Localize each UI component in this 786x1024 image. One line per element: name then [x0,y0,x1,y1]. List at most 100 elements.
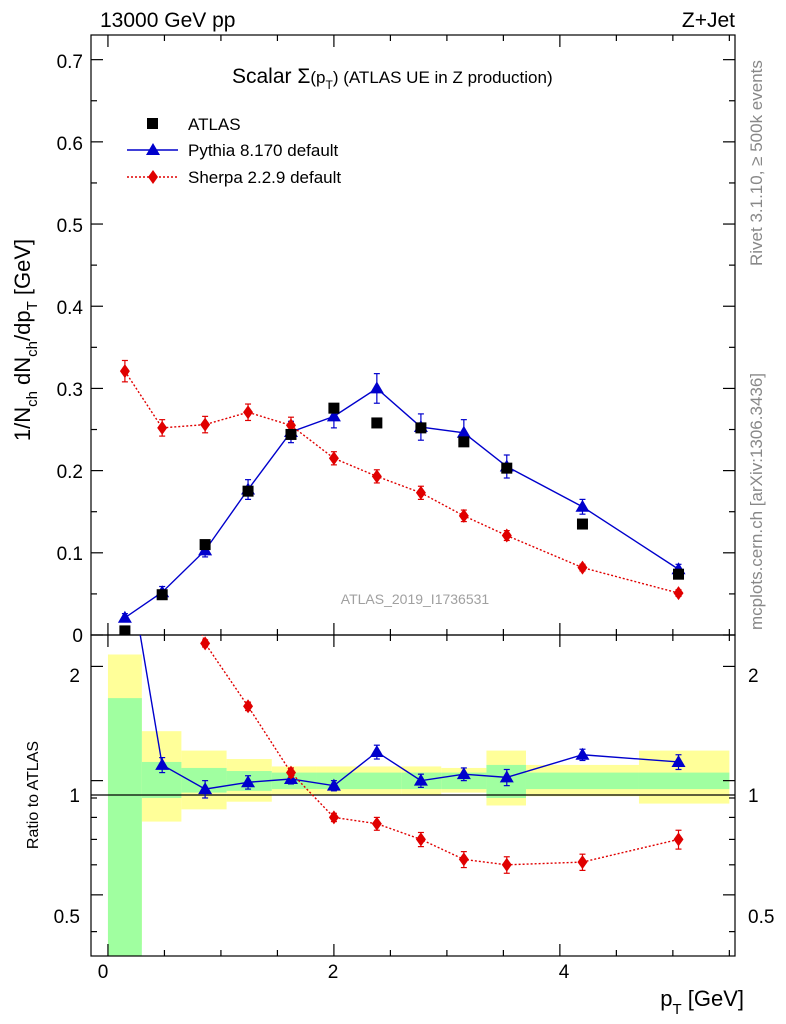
pythia-ratio-point [499,770,514,783]
main-y-tick-label: 0.7 [57,52,83,73]
pythia-ratio-point [413,773,428,786]
pythia-line [124,387,679,619]
main-y-tick-label: 0.4 [57,298,84,319]
x-axis-title: pT [GeV] [660,986,744,1018]
sherpa-ratio-point [243,699,254,714]
main-y-tick-label: 0.1 [57,544,83,565]
x-tick-label: 4 [559,962,570,983]
ratio-y-tick-label: 0.5 [54,907,80,928]
sherpa-point [371,469,382,484]
pythia-point [575,499,590,512]
sherpa-point [243,405,254,420]
ratio-y-tick-labels: 0.5 1 2 0.5 1 2 [54,666,775,928]
sherpa-point [673,586,684,601]
x-tick-label: 0 [98,962,109,983]
legend-sherpa-marker [148,170,158,184]
sherpa-ratio-point [501,857,512,872]
legend-pythia-label: Pythia 8.170 default [188,141,339,160]
ratio-plot-data [118,99,686,874]
sherpa-ratio-point [673,832,684,847]
sherpa-point [157,420,168,435]
sherpa-ratio-point [200,636,211,651]
atlas-point [199,539,211,551]
sherpa-point [415,485,426,500]
pythia-ratio-line [139,635,679,790]
sherpa-point [200,417,211,432]
band-inner-bin [638,772,730,790]
analysis-tag: ATLAS_2019_I1736531 [341,591,490,607]
main-plot-title: Scalar Σ(pT) (ATLAS UE in Z production) [232,65,553,92]
main-y-tick-labels: 0 0.1 0.2 0.3 0.4 0.5 0.6 0.7 [57,52,84,647]
main-y-tick-label: 0.3 [57,380,83,401]
pythia-point [117,610,132,623]
pythia-ratio-point [575,747,590,760]
main-y-tick-label: 0.2 [57,462,83,483]
sherpa-point [501,528,512,543]
atlas-point [156,589,168,601]
sherpa-ratio-point [285,765,296,780]
band-inner-bin [525,772,639,790]
sherpa-point [328,451,339,466]
legend-atlas-marker [147,118,158,129]
ratio-y-tick-label-right: 2 [748,666,759,687]
x-axis-title-sub: T [672,1001,681,1018]
sherpa-ratio-point [328,810,339,825]
ratio-y-tick-label-right: 1 [748,786,759,807]
ratio-y-tick-label: 1 [69,786,80,807]
legend: ATLAS Pythia 8.170 default Sherpa 2.2.9 … [127,115,341,187]
main-y-axis-title: 1/Nch dNch/dpT [GeV] [10,239,41,441]
rivet-label: Rivet 3.1.10, ≥ 500k events [747,60,766,266]
pythia-ratio-point [241,775,256,788]
sherpa-ratio-point [577,855,588,870]
sherpa-point [119,364,130,379]
atlas-point [242,485,254,497]
pythia-point [326,409,341,422]
sherpa-ratio-point [371,816,382,831]
pythia-ratio-point [198,782,213,795]
atlas-point [285,428,297,440]
pythia-ratio-point [369,744,384,757]
sherpa-ratio-point [458,852,469,867]
atlas-point [371,417,383,429]
x-tick-labels: 0 2 4 [98,962,570,983]
x-axis-title-unit: [GeV] [682,986,744,1011]
pythia-point [369,381,384,394]
atlas-point [415,422,427,434]
sherpa-ratio-point [415,832,426,847]
mcplots-label: mcplots.cern.ch [arXiv:1306.3436] [747,373,766,630]
pythia-ratio-point [326,778,341,791]
atlas-point [501,462,513,474]
pythia-point [456,425,471,438]
atlas-point [673,568,685,580]
sherpa-point [285,418,296,433]
pythia-ratio-point [456,767,471,780]
main-y-tick-label: 0.6 [57,134,83,155]
pythia-ratio-point [671,754,686,767]
sherpa-point [577,560,588,575]
atlas-point [576,518,588,530]
ratio-y-tick-label: 2 [69,666,80,687]
band-inner-bin [107,698,142,956]
process-label: Z+Jet [682,9,735,32]
sherpa-ratio-point [120,99,130,113]
axis-ticks [91,35,735,956]
legend-pythia-marker [146,143,160,155]
ratio-y-axis-title: Ratio to ATLAS [25,741,42,849]
main-plot-data [117,359,686,635]
atlas-band-outer [107,654,730,945]
legend-atlas-label: ATLAS [188,115,241,134]
main-y-tick-label: 0.5 [57,216,83,237]
x-tick-label: 2 [328,962,339,983]
sherpa-line [124,370,679,594]
pythia-ratio-point [155,757,170,770]
atlas-point [328,402,340,414]
main-y-tick-label: 0 [72,626,83,647]
pythia-ratio-point [118,537,132,549]
ratio-y-tick-label-right: 0.5 [748,907,774,928]
sherpa-point [458,508,469,523]
atlas-point [119,625,131,635]
legend-sherpa-label: Sherpa 2.2.9 default [188,168,341,187]
sherpa-ratio-point [157,508,167,522]
band-inner-bin [356,772,402,790]
